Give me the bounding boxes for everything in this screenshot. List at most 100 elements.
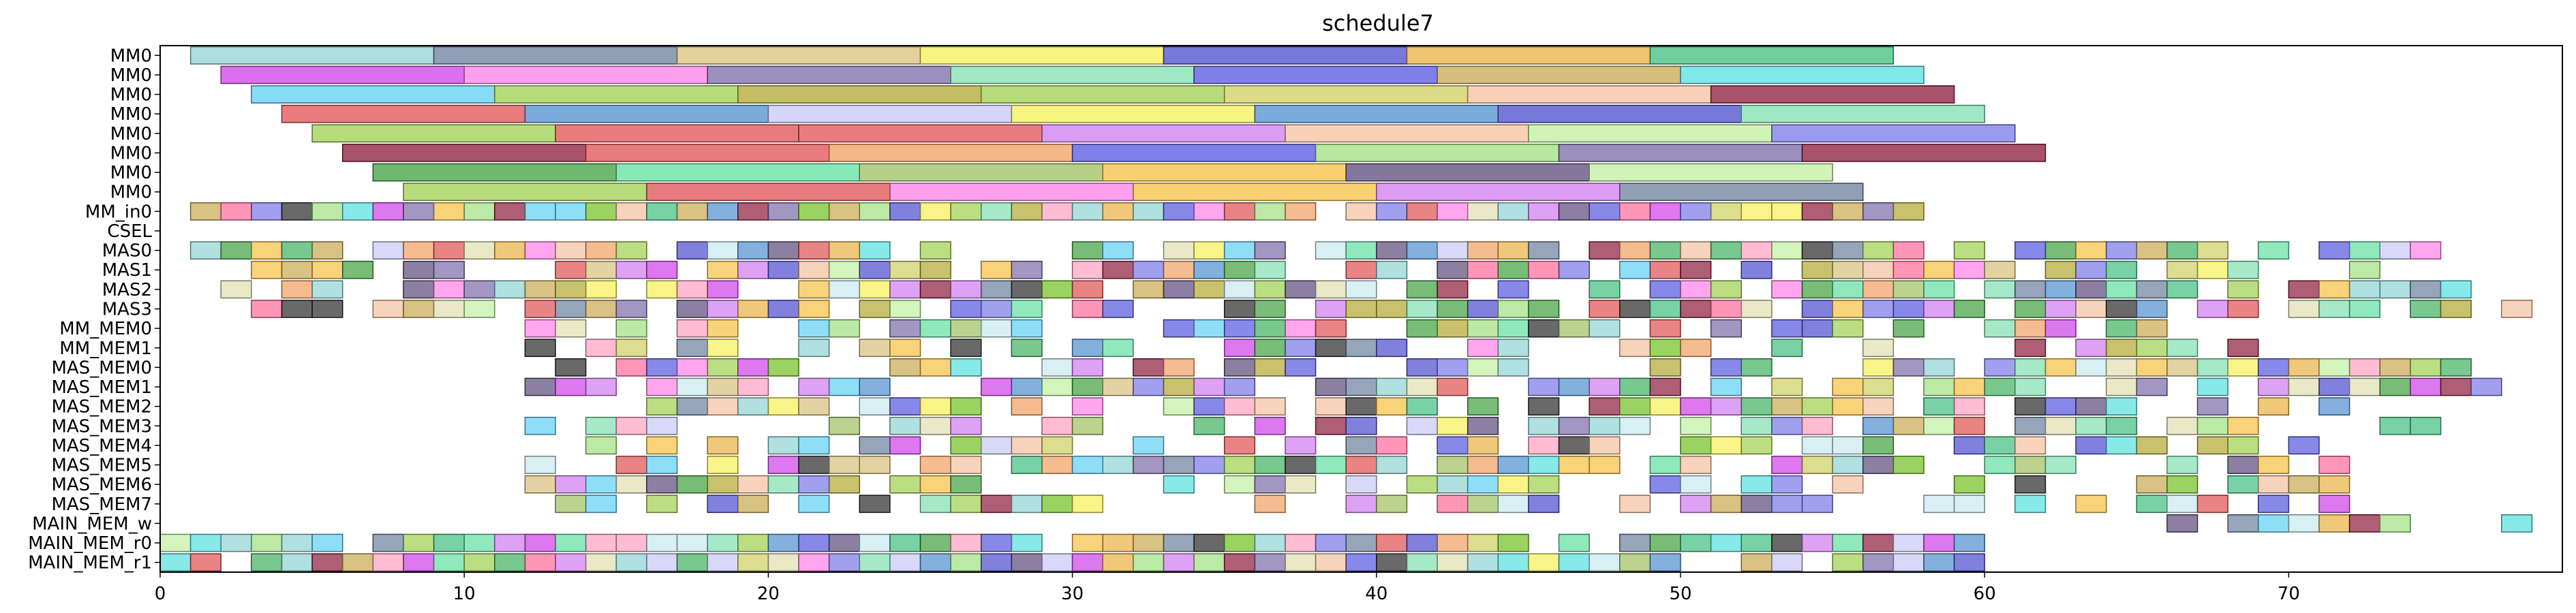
gantt-cell: [1193, 202, 1225, 221]
gantt-cell: [1193, 319, 1225, 338]
gantt-cell: [919, 397, 951, 415]
gantt-cell: [372, 553, 404, 572]
gantt-bar: [1406, 46, 1651, 65]
gantt-cell: [1254, 475, 1286, 494]
gantt-cell: [2166, 514, 2198, 533]
gantt-cell: [1953, 553, 1985, 572]
gantt-cell: [1862, 202, 1895, 221]
gantt-cell: [889, 260, 921, 279]
gantt-cell: [1133, 202, 1165, 221]
gantt-cell: [2136, 475, 2168, 494]
y-tick-label: MM0: [110, 143, 152, 163]
gantt-cell: [2105, 339, 2138, 358]
gantt-cell: [919, 241, 951, 260]
gantt-cell: [919, 494, 951, 514]
gantt-cell: [2258, 358, 2290, 377]
gantt-cell: [281, 202, 313, 221]
gantt-cell: [919, 456, 951, 474]
gantt-bar: [311, 124, 556, 143]
gantt-cell: [615, 475, 647, 494]
gantt-cell: [828, 202, 861, 221]
gantt-cell: [1223, 553, 1256, 572]
gantt-cell: [1102, 260, 1134, 279]
gantt-bar: [889, 183, 1134, 202]
gantt-cell: [524, 416, 556, 435]
gantt-cell: [1649, 241, 1681, 260]
gantt-cell: [403, 260, 435, 279]
gantt-cell: [220, 202, 252, 221]
gantt-cell: [311, 241, 343, 260]
gantt-cell: [1832, 241, 1864, 260]
gantt-cell: [859, 456, 891, 474]
gantt-cell: [646, 533, 678, 552]
gantt-cell: [1984, 319, 2016, 338]
gantt-cell: [950, 416, 982, 435]
gantt-cell: [1102, 241, 1134, 260]
gantt-cell: [2258, 514, 2290, 533]
gantt-cell: [737, 202, 769, 221]
gantt-cell: [585, 280, 617, 299]
gantt-cell: [2075, 280, 2107, 299]
gantt-cell: [1497, 553, 1529, 572]
gantt-cell: [2318, 397, 2350, 415]
gantt-cell: [524, 377, 556, 396]
gantt-cell: [1467, 339, 1499, 358]
gantt-cell: [1285, 202, 1317, 221]
gantt-cell: [980, 377, 1013, 396]
gantt-cell: [2166, 456, 2198, 474]
gantt-cell: [2075, 241, 2107, 260]
gantt-cell: [1193, 241, 1225, 260]
gantt-cell: [1071, 280, 1103, 299]
gantt-cell: [1984, 456, 2016, 474]
gantt-cell: [1923, 260, 1955, 279]
gantt-cell: [1771, 202, 1803, 221]
gantt-cell: [2379, 241, 2411, 260]
gantt-cell: [889, 553, 921, 572]
gantt-cell: [1923, 533, 1955, 552]
gantt-cell: [555, 202, 587, 221]
gantt-cell: [2410, 358, 2442, 377]
gantt-cell: [1862, 436, 1895, 455]
gantt-cell: [707, 436, 739, 455]
gantt-cell: [737, 241, 769, 260]
gantt-cell: [1223, 397, 1256, 415]
gantt-cell: [403, 202, 435, 221]
gantt-cell: [2288, 436, 2320, 455]
gantt-cell: [1467, 553, 1499, 572]
x-tick-label: 70: [2278, 584, 2300, 604]
gantt-cell: [1801, 319, 1833, 338]
gantt-bar: [798, 124, 1043, 143]
gantt-cell: [1163, 241, 1195, 260]
gantt-cell: [433, 280, 465, 299]
gantt-cell: [646, 456, 678, 474]
gantt-cell: [2166, 339, 2198, 358]
gantt-cell: [311, 533, 343, 552]
gantt-cell: [2136, 494, 2168, 514]
gantt-cell: [1680, 475, 1712, 494]
gantt-cell: [1953, 533, 1985, 552]
gantt-cell: [555, 475, 587, 494]
gantt-cell: [646, 260, 678, 279]
gantt-cell: [1923, 280, 1955, 299]
gantt-cell: [950, 202, 982, 221]
gantt-cell: [980, 553, 1013, 572]
gantt-cell: [676, 533, 708, 552]
gantt-cell: [1589, 280, 1621, 299]
gantt-cell: [524, 241, 556, 260]
gantt-cell: [2379, 377, 2411, 396]
gantt-cell: [1345, 397, 1377, 415]
gantt-cell: [1254, 397, 1286, 415]
gantt-cell: [1437, 553, 1469, 572]
gantt-cell: [1589, 300, 1621, 318]
gantt-cell: [1041, 456, 1073, 474]
gantt-cell: [1680, 241, 1712, 260]
gantt-cell: [1011, 377, 1043, 396]
gantt-cell: [889, 397, 921, 415]
gantt-cell: [1163, 533, 1195, 552]
gantt-cell: [2410, 241, 2442, 260]
gantt-cell: [1223, 319, 1256, 338]
gantt-cell: [646, 553, 678, 572]
gantt-cell: [1223, 339, 1256, 358]
gantt-bar: [1497, 104, 1743, 123]
gantt-cell: [1801, 456, 1833, 474]
